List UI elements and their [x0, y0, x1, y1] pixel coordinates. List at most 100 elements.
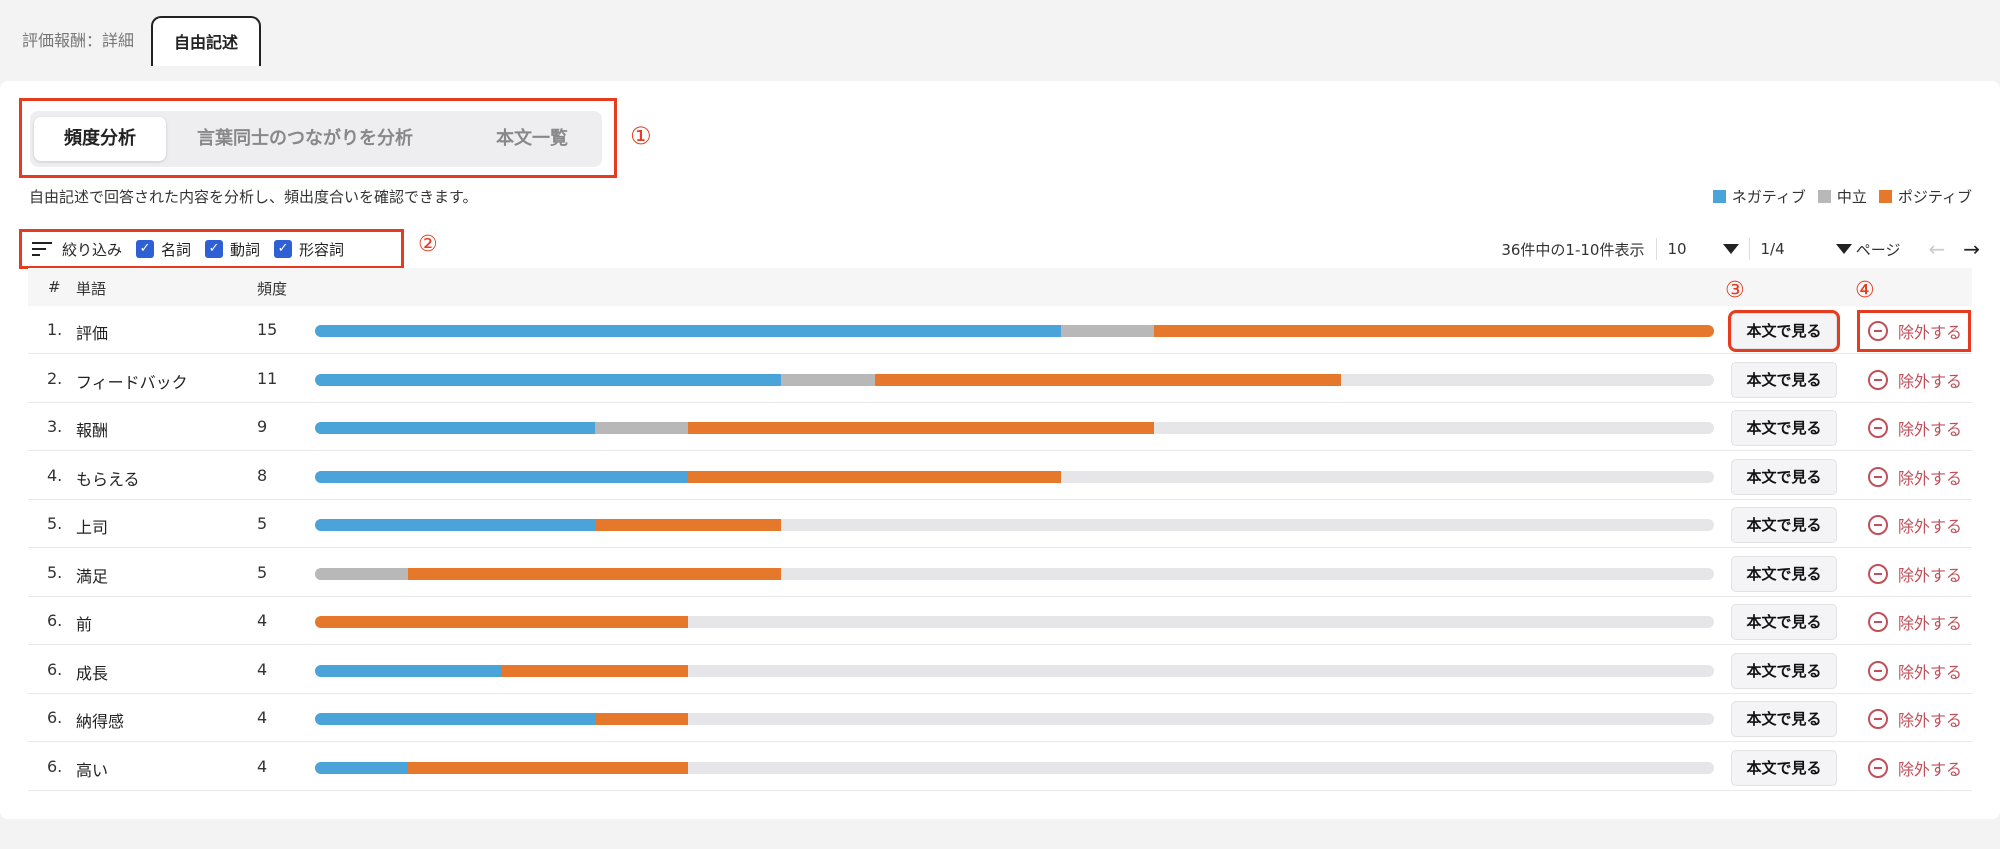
tab-word-connection[interactable]: 言葉同士のつながりを分析: [197, 128, 413, 149]
row-rank: 6.: [47, 756, 63, 776]
filter-icon[interactable]: [32, 242, 52, 256]
exclude-label: 除外する: [1898, 759, 1963, 779]
exclude-button[interactable]: 除外する: [1860, 653, 1968, 689]
caret-down-icon: [1835, 244, 1852, 254]
row-frequency: 4: [257, 659, 268, 679]
exclude-label: 除外する: [1898, 711, 1963, 730]
view-text-button[interactable]: 本文で見る: [1731, 555, 1837, 592]
check-icon[interactable]: ✓: [205, 240, 224, 258]
bar-segment-positive: [688, 422, 1155, 434]
sentiment-bar: [315, 373, 1714, 386]
bar-segment-positive: [874, 373, 1341, 386]
exclude-label: 除外する: [1898, 517, 1963, 536]
table-row: 2. フィードバック 11 本文で見る 除外する: [28, 355, 1972, 403]
tab-evaluation-detail[interactable]: 評価報酬：詳細: [22, 31, 135, 50]
view-text-button[interactable]: 本文で見る: [1731, 458, 1837, 495]
bar-segment-negative: [315, 422, 595, 434]
row-frequency: 4: [257, 708, 268, 727]
row-frequency: 4: [257, 756, 268, 776]
view-text-button[interactable]: 本文で見る: [1731, 604, 1837, 640]
row-frequency: 9: [257, 417, 268, 436]
bar-segment-positive: [594, 713, 689, 725]
exclude-button[interactable]: 除外する: [1860, 556, 1968, 592]
bar-segment-positive: [688, 470, 1062, 483]
checkbox-verb-label: 動詞: [230, 240, 261, 259]
row-rank: 6.: [47, 611, 63, 630]
bar-segment-negative: [315, 761, 409, 774]
exclude-label: 除外する: [1898, 371, 1963, 391]
bar-segment-positive: [1154, 325, 1714, 337]
checkbox-noun[interactable]: ✓ 名詞: [136, 239, 191, 260]
view-text-button[interactable]: 本文で見る: [1728, 310, 1840, 352]
row-word: 納得感: [76, 712, 125, 731]
row-rank: 5.: [47, 562, 63, 582]
row-rank: 4.: [47, 465, 63, 485]
bar-segment-negative: [315, 664, 502, 677]
exclude-button[interactable]: 除外する: [1857, 310, 1971, 352]
exclude-button[interactable]: 除外する: [1860, 362, 1968, 398]
legend-label-positive: ポジティブ: [1897, 188, 1972, 206]
per-page-select[interactable]: 10: [1657, 240, 1749, 258]
top-tab-bar: 評価報酬：詳細 自由記述: [0, 0, 2000, 81]
tab-text-list[interactable]: 本文一覧: [496, 128, 568, 149]
check-icon[interactable]: ✓: [136, 240, 155, 258]
bar-segment-positive: [594, 519, 782, 531]
row-frequency: 5: [257, 514, 268, 533]
minus-circle-icon: [1868, 757, 1888, 778]
checkbox-noun-label: 名詞: [161, 240, 192, 259]
minus-circle-icon: [1868, 660, 1888, 681]
row-word: 報酬: [76, 421, 109, 440]
exclude-label: 除外する: [1898, 614, 1963, 633]
view-text-button[interactable]: 本文で見る: [1731, 507, 1837, 543]
row-word: 満足: [76, 566, 109, 586]
bar-segment-positive: [501, 664, 689, 677]
tab-free-text[interactable]: 自由記述: [151, 16, 261, 66]
legend-swatch-neutral: [1817, 190, 1831, 203]
checkbox-verb[interactable]: ✓ 動詞: [205, 239, 260, 260]
sentiment-bar: [315, 616, 1714, 628]
row-word: 成長: [76, 663, 109, 683]
table-row: 5. 満足 5 本文で見る 除外する: [28, 549, 1972, 597]
row-word: 高い: [76, 760, 109, 780]
next-page-arrow-icon[interactable]: →: [1963, 237, 1980, 261]
checkbox-adjective-label: 形容詞: [299, 240, 345, 259]
row-frequency: 11: [257, 368, 278, 388]
exclude-button[interactable]: 除外する: [1860, 410, 1968, 446]
exclude-button[interactable]: 除外する: [1860, 750, 1968, 786]
checkbox-adjective[interactable]: ✓ 形容詞: [274, 239, 344, 260]
sentiment-bar: [315, 519, 1714, 531]
minus-circle-icon: [1868, 369, 1888, 390]
page-select[interactable]: 1/4 ページ: [1750, 239, 1910, 260]
row-frequency: 8: [257, 465, 268, 485]
row-word: 前: [76, 615, 93, 634]
view-text-button[interactable]: 本文で見る: [1731, 701, 1837, 737]
minus-circle-icon: [1868, 563, 1888, 584]
bar-segment-positive: [408, 567, 782, 580]
filter-label[interactable]: 絞り込み: [62, 240, 123, 259]
exclude-button[interactable]: 除外する: [1860, 507, 1968, 543]
exclude-button[interactable]: 除外する: [1860, 604, 1968, 640]
bar-segment-negative: [315, 373, 782, 386]
row-frequency: 5: [257, 562, 268, 582]
analysis-tab-group: 頻度分析 言葉同士のつながりを分析 本文一覧: [30, 111, 602, 167]
bar-segment-negative: [315, 470, 689, 483]
row-rank: 6.: [47, 708, 63, 727]
bar-segment-neutral: [781, 373, 875, 386]
prev-page-arrow-icon[interactable]: ←: [1928, 237, 1946, 261]
page-value: 1/4: [1760, 240, 1785, 258]
exclude-button[interactable]: 除外する: [1860, 701, 1968, 737]
exclude-button[interactable]: 除外する: [1860, 459, 1968, 495]
tab-frequency-analysis[interactable]: 頻度分析: [34, 117, 166, 161]
minus-circle-icon: [1868, 418, 1888, 438]
check-icon[interactable]: ✓: [274, 240, 293, 258]
header-word: 単語: [76, 280, 107, 298]
row-frequency: 15: [257, 320, 278, 339]
legend-label-negative: ネガティブ: [1731, 188, 1806, 206]
view-text-button[interactable]: 本文で見る: [1731, 749, 1837, 786]
view-text-button[interactable]: 本文で見る: [1731, 361, 1837, 398]
view-text-button[interactable]: 本文で見る: [1731, 652, 1837, 689]
caret-down-icon: [1723, 244, 1740, 254]
bar-segment-negative: [315, 325, 1062, 337]
view-text-button[interactable]: 本文で見る: [1731, 410, 1837, 446]
exclude-label: 除外する: [1898, 468, 1963, 488]
